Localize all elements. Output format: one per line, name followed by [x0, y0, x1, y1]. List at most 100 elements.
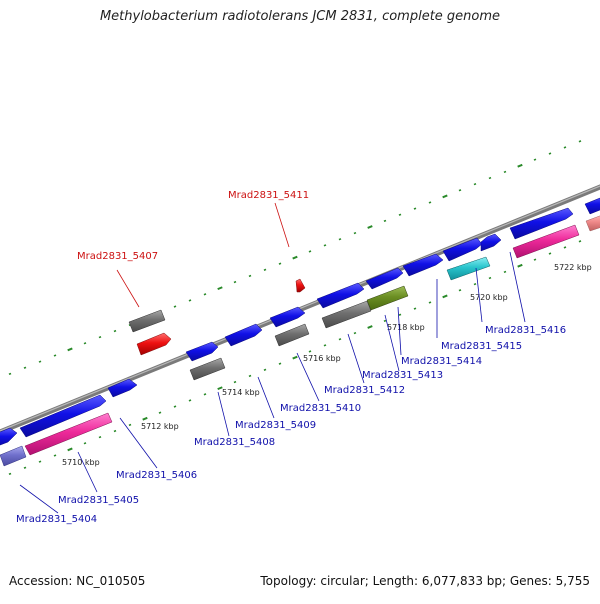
major-tick: [292, 355, 298, 360]
gene-track-forward: [0, 196, 600, 467]
kbp-label: 5720 kbp: [470, 293, 508, 302]
gene-arrow[interactable]: [446, 256, 491, 281]
gene-labels: Mrad2831_5404 Mrad2831_5405 Mrad2831_540…: [16, 190, 566, 525]
gene-arrow[interactable]: [402, 253, 444, 277]
minor-tick: [353, 231, 357, 235]
gene-label-5416[interactable]: Mrad2831_5416: [485, 325, 566, 336]
minor-tick: [98, 435, 102, 439]
minor-tick: [578, 240, 582, 243]
major-tick: [367, 225, 373, 229]
minor-tick: [113, 329, 117, 333]
minor-tick: [473, 282, 477, 286]
accession-text: Accession: NC_010505: [9, 574, 146, 588]
gene-arrow[interactable]: [107, 378, 138, 398]
minor-tick: [83, 342, 87, 345]
minor-tick: [53, 454, 57, 457]
major-tick: [517, 263, 523, 268]
minor-tick: [563, 246, 567, 249]
minor-tick: [263, 268, 267, 271]
minor-tick: [233, 280, 237, 284]
minor-tick: [248, 274, 252, 278]
gene-label-5409[interactable]: Mrad2831_5409: [235, 420, 316, 431]
gene-label-5408[interactable]: Mrad2831_5408: [194, 437, 275, 448]
minor-tick: [38, 460, 42, 463]
gene-label-5412[interactable]: Mrad2831_5412: [324, 385, 405, 396]
minor-tick: [188, 399, 192, 402]
gene-arrow[interactable]: [128, 309, 166, 333]
minor-tick: [308, 250, 312, 253]
gene-arrow[interactable]: [185, 341, 219, 362]
gene-label-5406[interactable]: Mrad2831_5406: [116, 470, 197, 481]
gene-arrow[interactable]: [224, 323, 263, 347]
kbp-label: 5710 kbp: [62, 458, 100, 467]
gene-arrow[interactable]: [316, 282, 365, 309]
gene-arrow[interactable]: [365, 267, 404, 290]
gene-label-5413[interactable]: Mrad2831_5413: [362, 370, 443, 381]
gene-arrow[interactable]: [585, 214, 600, 232]
minor-tick: [458, 289, 462, 292]
minor-tick: [548, 252, 552, 255]
gene-arrow[interactable]: [189, 357, 226, 381]
minor-tick: [263, 368, 267, 371]
minor-tick: [548, 152, 552, 155]
rna-marker[interactable]: [295, 278, 306, 293]
minor-tick: [503, 270, 507, 274]
gene-label-5414[interactable]: Mrad2831_5414: [401, 356, 482, 367]
gene-label-5407[interactable]: Mrad2831_5407: [77, 251, 158, 262]
minor-tick: [8, 372, 12, 376]
minor-tick: [533, 258, 537, 261]
minor-tick: [488, 276, 492, 280]
minor-tick: [398, 213, 402, 216]
minor-tick: [203, 293, 207, 296]
minor-tick: [428, 301, 432, 304]
minor-tick: [353, 331, 357, 335]
minor-tick: [308, 350, 312, 353]
gene-arrow[interactable]: [321, 300, 372, 329]
gene-arrow[interactable]: [269, 306, 306, 328]
gene-arrow[interactable]: [24, 412, 113, 456]
gene-label-5410[interactable]: Mrad2831_5410: [280, 403, 361, 414]
major-tick: [67, 347, 73, 352]
kbp-label: 5722 kbp: [554, 263, 592, 272]
gene-label-5415[interactable]: Mrad2831_5415: [441, 341, 522, 352]
gene-arrow[interactable]: [480, 233, 502, 252]
minor-tick: [428, 201, 432, 204]
major-tick: [517, 163, 523, 168]
major-tick: [292, 255, 298, 260]
gene-arrow[interactable]: [366, 285, 409, 311]
major-tick: [367, 325, 373, 329]
map-title: Methylobacterium radiotolerans JCM 2831,…: [99, 9, 501, 24]
gene-arrow[interactable]: [509, 207, 574, 240]
rna-arrow[interactable]: [136, 332, 172, 356]
minor-tick: [278, 262, 282, 265]
gene-arrow[interactable]: [0, 427, 18, 447]
gene-arrow[interactable]: [0, 445, 27, 467]
major-tick: [142, 416, 148, 421]
minor-tick: [473, 182, 477, 186]
gene-arrow[interactable]: [584, 196, 600, 215]
kbp-label: 5714 kbp: [222, 388, 260, 397]
minor-tick: [458, 189, 462, 192]
gene-label-5405[interactable]: Mrad2831_5405: [58, 495, 139, 506]
kbp-label: 5712 kbp: [141, 422, 179, 431]
minor-tick: [173, 305, 177, 308]
minor-tick: [53, 354, 57, 357]
gene-arrow[interactable]: [512, 224, 580, 259]
minor-tick: [413, 207, 417, 210]
minor-tick: [233, 380, 237, 384]
gene-label-5411[interactable]: Mrad2831_5411: [228, 190, 309, 201]
minor-tick: [383, 319, 387, 323]
minor-tick: [488, 176, 492, 180]
minor-tick: [338, 238, 342, 241]
gene-arrow[interactable]: [274, 323, 310, 347]
gene-arrow[interactable]: [442, 237, 483, 262]
major-tick: [442, 294, 448, 299]
gene-arrow[interactable]: [19, 394, 107, 438]
gene-label-5404[interactable]: Mrad2831_5404: [16, 514, 97, 525]
minor-tick: [83, 442, 87, 445]
minor-tick: [203, 393, 207, 396]
minor-tick: [23, 366, 27, 369]
minor-tick: [503, 170, 507, 174]
